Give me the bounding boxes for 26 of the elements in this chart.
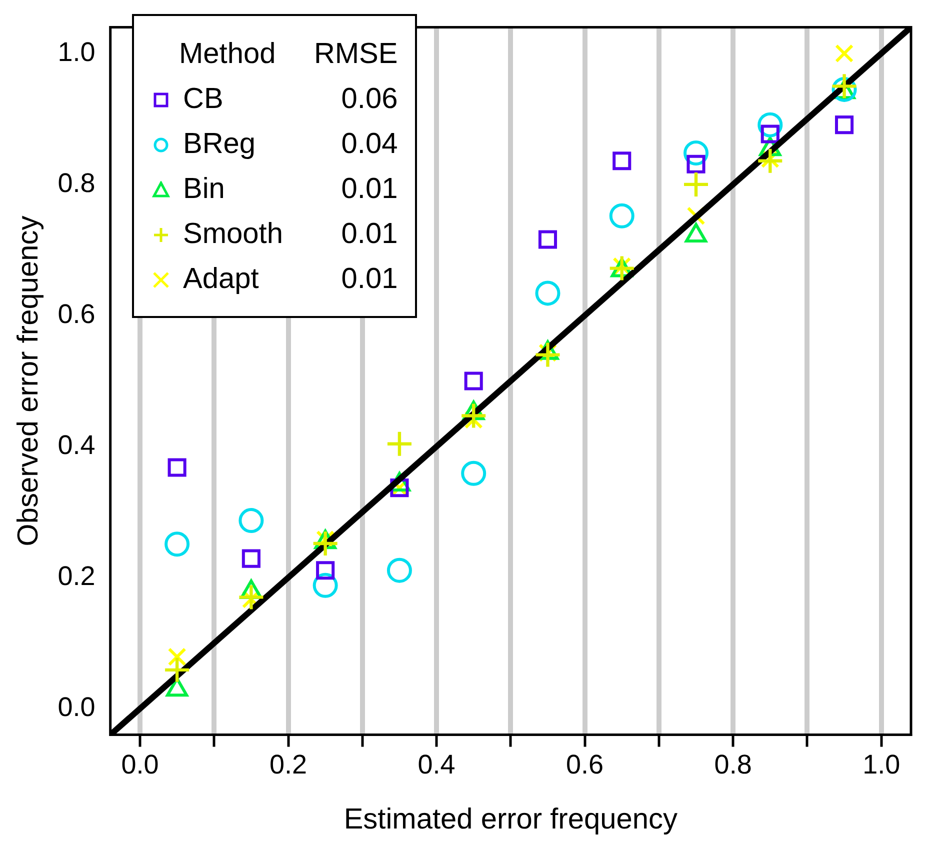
- y-tick-label: 1.0: [58, 36, 96, 67]
- y-tick-label: 0.4: [58, 430, 96, 460]
- x-tick-label: 0.4: [418, 749, 456, 780]
- x-tick-label: 1.0: [862, 749, 900, 780]
- legend-label: Smooth: [182, 217, 284, 252]
- annotation: 0.01: [340, 217, 399, 252]
- legend-label: Bin: [182, 172, 226, 207]
- x-tick-label: 0.8: [714, 749, 752, 780]
- y-tick-label: 0.0: [58, 692, 96, 722]
- annotation: 0.01: [340, 262, 399, 297]
- annotation: 0.01: [340, 172, 399, 207]
- legend-label: BReg: [182, 127, 257, 162]
- legend-title: Method: [178, 37, 277, 72]
- x-tick-label: 0.0: [121, 749, 159, 780]
- legend-label: CB: [182, 82, 224, 117]
- y-tick-label: 0.8: [58, 168, 96, 198]
- annotation: RMSE: [312, 37, 399, 72]
- x-tick-label: 0.6: [566, 749, 604, 780]
- y-tick-label: 0.2: [58, 561, 96, 592]
- y-tick-label: 0.6: [58, 298, 96, 329]
- annotation: 0.04: [340, 127, 399, 162]
- legend-label: Adapt: [182, 262, 260, 297]
- x-axis-title: Estimated error frequency: [344, 804, 678, 836]
- annotation: 0.06: [340, 82, 399, 117]
- y-axis-title: Observed error frequency: [12, 215, 44, 546]
- x-tick-label: 0.2: [269, 749, 308, 780]
